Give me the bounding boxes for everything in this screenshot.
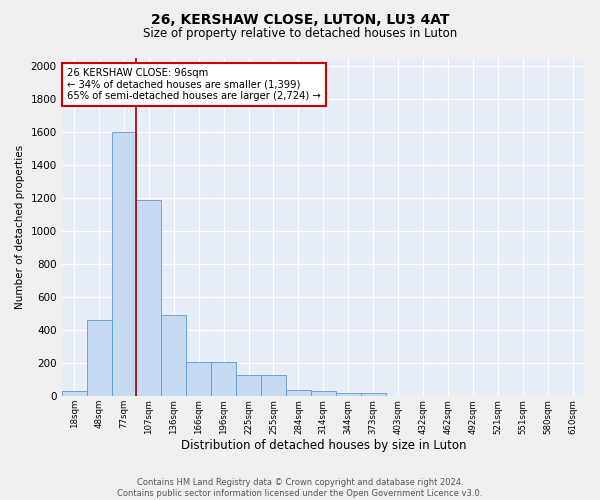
Bar: [62, 390, 86, 396]
Bar: [161, 316, 186, 396]
Bar: [286, 390, 311, 396]
Bar: [236, 375, 261, 396]
Bar: [211, 362, 236, 396]
Y-axis label: Number of detached properties: Number of detached properties: [15, 145, 25, 309]
Text: Size of property relative to detached houses in Luton: Size of property relative to detached ho…: [143, 28, 457, 40]
X-axis label: Distribution of detached houses by size in Luton: Distribution of detached houses by size …: [181, 440, 466, 452]
Text: 26 KERSHAW CLOSE: 96sqm
← 34% of detached houses are smaller (1,399)
65% of semi: 26 KERSHAW CLOSE: 96sqm ← 34% of detache…: [67, 68, 320, 101]
Bar: [336, 393, 361, 396]
Bar: [86, 320, 112, 396]
Bar: [136, 200, 161, 396]
Bar: [186, 362, 211, 396]
Bar: [112, 132, 136, 396]
Text: Contains HM Land Registry data © Crown copyright and database right 2024.
Contai: Contains HM Land Registry data © Crown c…: [118, 478, 482, 498]
Bar: [361, 393, 386, 396]
Bar: [261, 375, 286, 396]
Bar: [311, 392, 336, 396]
Text: 26, KERSHAW CLOSE, LUTON, LU3 4AT: 26, KERSHAW CLOSE, LUTON, LU3 4AT: [151, 12, 449, 26]
